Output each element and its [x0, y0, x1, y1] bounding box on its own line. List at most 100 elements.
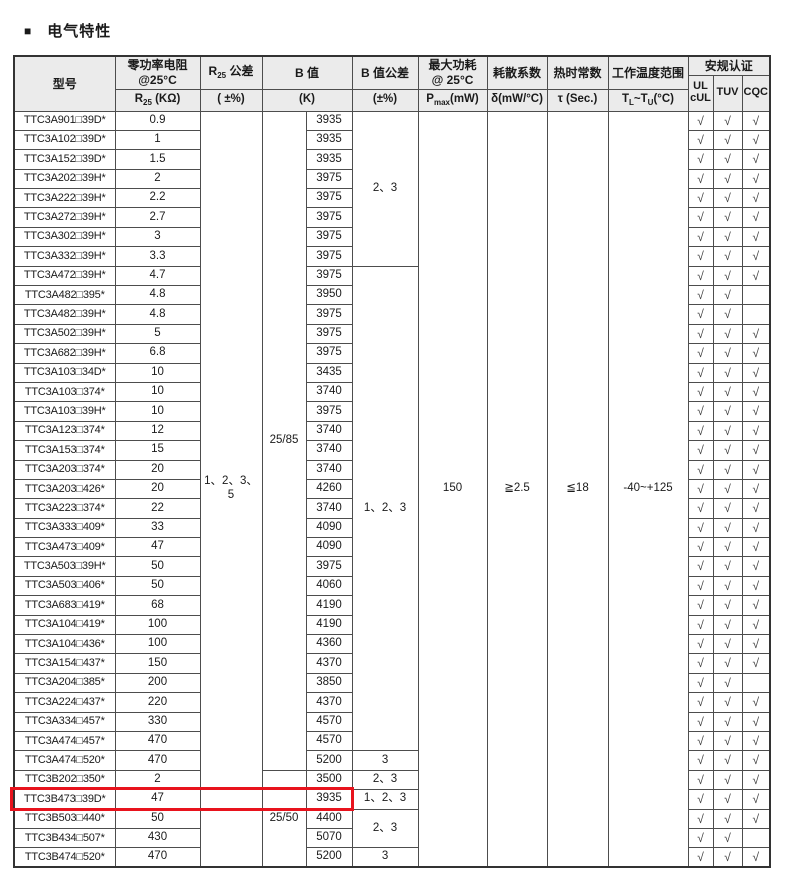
cert-ul-cell: √ — [687, 789, 714, 810]
header-model: 型号 — [13, 55, 116, 112]
r25-cell: 33 — [114, 517, 201, 539]
cert-cqc-cell — [741, 672, 771, 694]
cert-ul-cell: √ — [687, 808, 714, 829]
table-row: TTC3B474□520* 470 5200 3 √ √ √ — [13, 847, 771, 868]
b-tolerance-cell: 2、3 — [351, 769, 419, 791]
b-value-cell: 4570 — [305, 711, 353, 733]
r25-cell: 3 — [114, 226, 201, 248]
cert-cqc-cell: √ — [741, 498, 771, 519]
cert-ul-cell: √ — [687, 207, 714, 228]
cert-ul-cell: √ — [687, 304, 714, 325]
r25-cell: 20 — [114, 459, 201, 480]
cert-ul-cell: √ — [687, 188, 714, 209]
header-dissipation-factor: 耗散系数 — [486, 55, 548, 90]
b-value-cell: 3950 — [305, 285, 353, 306]
b-value-cell: 3975 — [305, 343, 353, 364]
b-value-cell: 4060 — [305, 575, 353, 597]
table-header: 型号 零功率电阻 @25°C R25 公差 B 值 B 值公差 最大功耗 @ 2… — [13, 55, 771, 112]
cert-cqc-cell: √ — [741, 129, 771, 151]
cert-tuv-cell: √ — [712, 265, 743, 287]
cert-ul-cell: √ — [687, 750, 714, 771]
cert-cqc-cell: √ — [741, 246, 771, 267]
table-row: TTC3A103□374* 10 3740 √ √ √ — [13, 381, 771, 403]
r25-cell: 4.8 — [114, 285, 201, 306]
b-value-cell: 4090 — [305, 517, 353, 539]
cert-tuv-cell: √ — [712, 149, 743, 170]
cert-cqc-cell: √ — [741, 401, 771, 422]
b-value-cell: 3975 — [305, 304, 353, 325]
model-cell: TTC3A302□39H* — [13, 226, 116, 248]
r25-cell: 50 — [114, 556, 201, 577]
model-cell: TTC3A901□39D* — [13, 110, 116, 131]
r25-cell: 2 — [114, 168, 201, 190]
table-row: TTC3A482□395* 4.8 3950 √ √ — [13, 285, 771, 306]
header-delta-unit: δ(mW/°C) — [486, 88, 548, 112]
cert-cqc-cell: √ — [741, 265, 771, 287]
cert-cqc-cell: √ — [741, 808, 771, 829]
r25-cell: 470 — [114, 847, 201, 868]
cert-ul-cell: √ — [687, 401, 714, 422]
table-row: TTC3A104□436* 100 4360 √ √ √ — [13, 634, 771, 655]
b-value-cell: 4570 — [305, 730, 353, 752]
table-row: TTC3A202□39H* 2 3975 √ √ √ — [13, 168, 771, 190]
table-row: TTC3A203□426* 20 4260 √ √ √ — [13, 478, 771, 500]
model-cell: TTC3A473□409* — [13, 537, 116, 558]
characteristics-table-wrap: 型号 零功率电阻 @25°C R25 公差 B 值 B 值公差 最大功耗 @ 2… — [10, 55, 772, 869]
cert-cqc-cell: √ — [741, 381, 771, 403]
r25-cell: 47 — [114, 789, 201, 810]
model-cell: TTC3A104□419* — [13, 614, 116, 636]
table-row: TTC3A503□406* 50 4060 √ √ √ — [13, 575, 771, 597]
cert-tuv-cell: √ — [712, 168, 743, 190]
b-value-cell: 3435 — [305, 362, 353, 383]
header-pmax-unit: Pmax(mW) — [417, 88, 488, 112]
model-cell: TTC3A152□39D* — [13, 149, 116, 170]
model-cell: TTC3B434□507* — [13, 827, 116, 849]
table-row: TTC3A473□409* 47 4090 √ √ √ — [13, 537, 771, 558]
model-cell: TTC3A104□436* — [13, 634, 116, 655]
r25-cell: 10 — [114, 381, 201, 403]
b-temp-cell: 25/85 — [261, 110, 307, 771]
cert-cqc-cell: √ — [741, 556, 771, 577]
header-trange-unit: TL~TU(°C) — [607, 88, 689, 112]
r25-cell: 22 — [114, 498, 201, 519]
model-cell: TTC3A203□374* — [13, 459, 116, 480]
b-tolerance-cell: 1、2、3 — [351, 265, 419, 752]
table-row: TTC3A472□39H* 4.7 3975 1、2、3 √ √ √ — [13, 265, 771, 752]
b-value-cell: 3740 — [305, 498, 353, 519]
b-value-cell: 3850 — [305, 672, 353, 694]
cert-tuv-cell: √ — [712, 459, 743, 480]
table-row: TTC3A103□34D* 10 3435 √ √ √ — [13, 362, 771, 383]
r25-cell: 4.8 — [114, 304, 201, 325]
cert-ul-cell: √ — [687, 381, 714, 403]
cert-cqc-cell: √ — [741, 692, 771, 713]
cert-ul-cell: √ — [687, 517, 714, 539]
table-row: TTC3B503□440* 50 4400 2、3 √ √ √ — [13, 808, 771, 849]
header-zero-power-resistance: 零功率电阻 @25°C — [114, 55, 201, 90]
r25-cell: 15 — [114, 440, 201, 461]
cert-cqc-cell: √ — [741, 323, 771, 345]
cert-tuv-cell: √ — [712, 808, 743, 829]
cert-cqc-cell: √ — [741, 537, 771, 558]
b-value-cell: 3975 — [305, 226, 353, 248]
cert-tuv-cell: √ — [712, 440, 743, 461]
cert-tuv-cell: √ — [712, 420, 743, 442]
cert-cqc-cell: √ — [741, 614, 771, 636]
cert-ul-cell: √ — [687, 653, 714, 674]
cert-tuv-cell: √ — [712, 323, 743, 345]
r25-cell: 330 — [114, 711, 201, 733]
b-temp-cell: 25/50 — [261, 769, 307, 868]
cert-ul-cell: √ — [687, 285, 714, 306]
model-cell: TTC3A103□39H* — [13, 401, 116, 422]
cert-cqc-cell: √ — [741, 207, 771, 228]
cert-ul-cell: √ — [687, 226, 714, 248]
cert-ul-cell: √ — [687, 537, 714, 558]
cert-ul-cell: √ — [687, 265, 714, 287]
b-value-cell: 4190 — [305, 595, 353, 616]
cert-cqc-cell: √ — [741, 110, 771, 131]
model-cell: TTC3A203□426* — [13, 478, 116, 500]
b-value-cell: 4360 — [305, 634, 353, 655]
model-cell: TTC3A474□457* — [13, 730, 116, 752]
cert-tuv-cell: √ — [712, 634, 743, 655]
cert-tuv-cell: √ — [712, 575, 743, 597]
